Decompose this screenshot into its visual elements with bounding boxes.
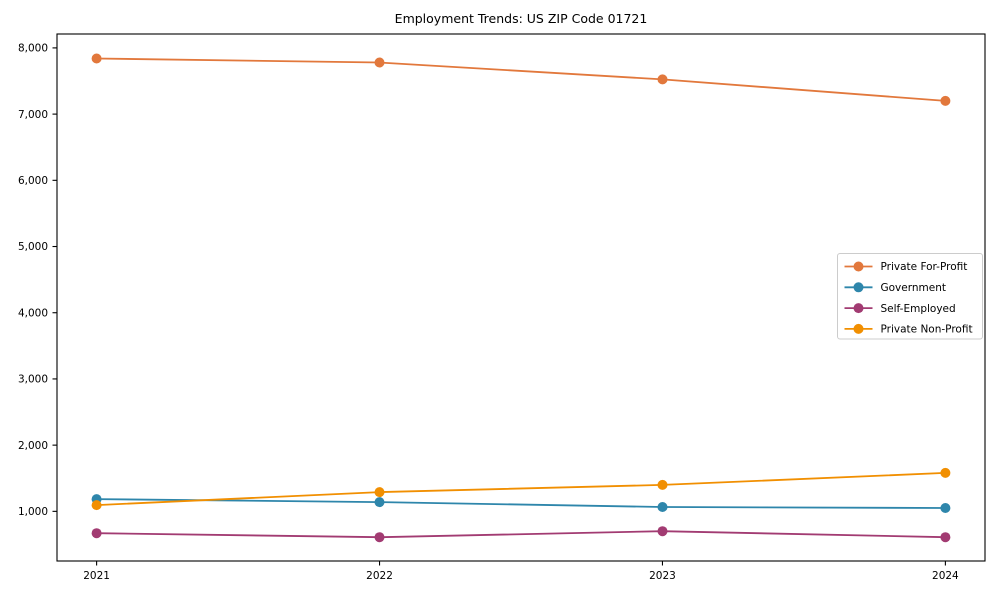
legend-box: [837, 253, 983, 340]
data-point-private-non-profit-2022: [374, 487, 385, 498]
legend-label-private-non-profit: Private Non-Profit: [881, 324, 973, 336]
data-point-private-for-profit-2021: [91, 53, 102, 64]
x-tick-label: 2021: [83, 570, 110, 582]
legend-label-self-employed: Self-Employed: [881, 303, 956, 315]
series-line-private-non-profit: [96, 472, 946, 506]
x-tick-label: 2022: [366, 570, 393, 582]
data-point-self-employed-2021: [91, 528, 102, 539]
series-line-self-employed: [96, 530, 946, 539]
chart-title: Employment Trends: US ZIP Code 01721: [394, 11, 648, 26]
legend-marker-circle-icon: [853, 282, 864, 293]
data-point-self-employed-2023: [657, 526, 668, 537]
x-tick-label: 2024: [932, 570, 959, 582]
data-point-private-for-profit-2023: [657, 74, 668, 85]
y-tick-label: 2,000: [18, 440, 48, 452]
data-point-self-employed-2024: [940, 532, 951, 543]
data-point-private-non-profit-2024: [940, 467, 951, 478]
data-point-private-non-profit-2021: [91, 500, 102, 511]
data-point-private-for-profit-2022: [374, 57, 385, 68]
data-point-private-for-profit-2024: [940, 95, 951, 106]
y-tick-label: 4,000: [18, 307, 48, 319]
data-point-government-2023: [657, 502, 668, 512]
legend-marker-circle-icon: [853, 303, 864, 314]
series-line-government: [96, 498, 946, 509]
legend-marker-circle-icon: [853, 261, 864, 272]
data-point-self-employed-2022: [374, 532, 385, 543]
data-point-government-2024: [940, 503, 951, 513]
data-point-government-2022: [374, 497, 385, 508]
y-tick-label: 6,000: [18, 175, 48, 187]
legend-marker-circle-icon: [853, 323, 864, 334]
x-tick-label: 2023: [649, 570, 676, 582]
y-tick-label: 1,000: [18, 506, 48, 518]
data-point-private-non-profit-2023: [657, 479, 668, 490]
plot-border: [56, 33, 986, 562]
y-tick-label: 7,000: [18, 109, 48, 121]
y-tick-label: 5,000: [18, 241, 48, 253]
legend-label-private-for-profit: Private For-Profit: [881, 261, 968, 273]
legend-label-government: Government: [881, 282, 946, 294]
y-tick-label: 3,000: [18, 374, 48, 386]
y-tick-label: 8,000: [18, 43, 48, 55]
series-line-private-for-profit: [96, 57, 946, 102]
